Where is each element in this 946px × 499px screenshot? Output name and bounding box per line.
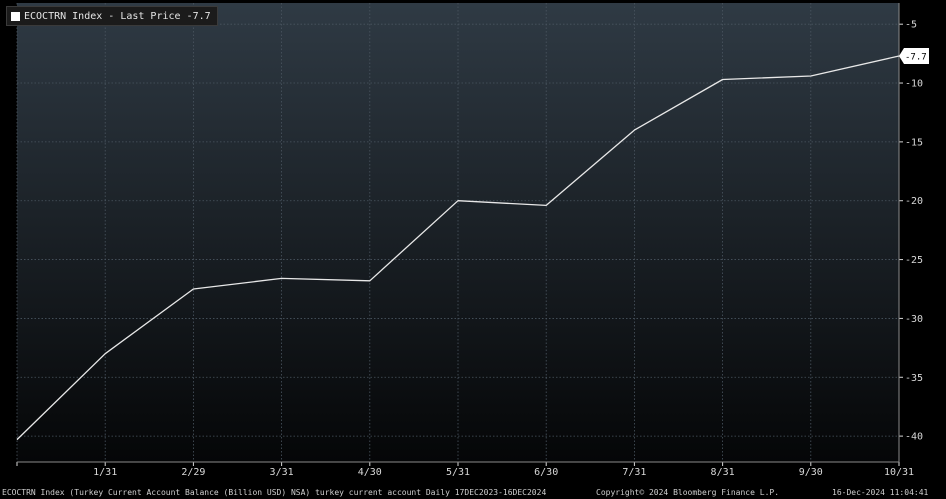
y-tick-label: -20 bbox=[905, 196, 923, 207]
x-tick-label: 8/31 bbox=[711, 467, 735, 478]
last-price-badge-label: -7.7 bbox=[905, 52, 927, 62]
line-chart: -5 -10 -15 -20 -25 -30 -35 -40 1/31 2/29 3/31 4/30 5… bbox=[16, 3, 929, 478]
x-tick-label: 6/30 bbox=[534, 467, 558, 478]
y-tick-label: -40 bbox=[905, 432, 923, 443]
legend-label: ECOCTRN Index - Last Price -7.7 bbox=[24, 10, 211, 22]
y-tick-label: -5 bbox=[905, 20, 917, 31]
footer-timestamp: 16-Dec-2024 11:04:41 bbox=[832, 488, 929, 497]
x-tick-label: 7/31 bbox=[622, 467, 646, 478]
last-price-badge-bg bbox=[899, 47, 929, 64]
legend-swatch bbox=[11, 11, 20, 21]
footer: ECOCTRN Index (Turkey Current Account Ba… bbox=[0, 487, 946, 499]
x-tick-label: 4/30 bbox=[358, 467, 382, 478]
y-tick-label: -30 bbox=[905, 314, 923, 325]
footer-description: ECOCTRN Index (Turkey Current Account Ba… bbox=[2, 488, 547, 497]
x-tick-label: 2/29 bbox=[181, 467, 205, 478]
x-tick-label: 1/31 bbox=[93, 467, 117, 478]
x-tick-label: 3/31 bbox=[270, 467, 294, 478]
legend: ECOCTRN Index - Last Price -7.7 bbox=[6, 6, 218, 26]
plot-area bbox=[17, 3, 899, 462]
x-tick-label: 9/30 bbox=[799, 467, 823, 478]
x-tick-label: 10/31 bbox=[884, 467, 914, 478]
y-tick-label: -15 bbox=[905, 137, 923, 148]
x-tick-label: 5/31 bbox=[446, 467, 470, 478]
y-tick-label: -25 bbox=[905, 255, 923, 266]
last-price-badge: -7.7 bbox=[899, 47, 929, 64]
footer-copyright: Copyright© 2024 Bloomberg Finance L.P. bbox=[596, 488, 780, 497]
y-tick-label: -35 bbox=[905, 373, 923, 384]
y-tick-label: -10 bbox=[905, 79, 923, 90]
series-line bbox=[16, 55, 900, 441]
